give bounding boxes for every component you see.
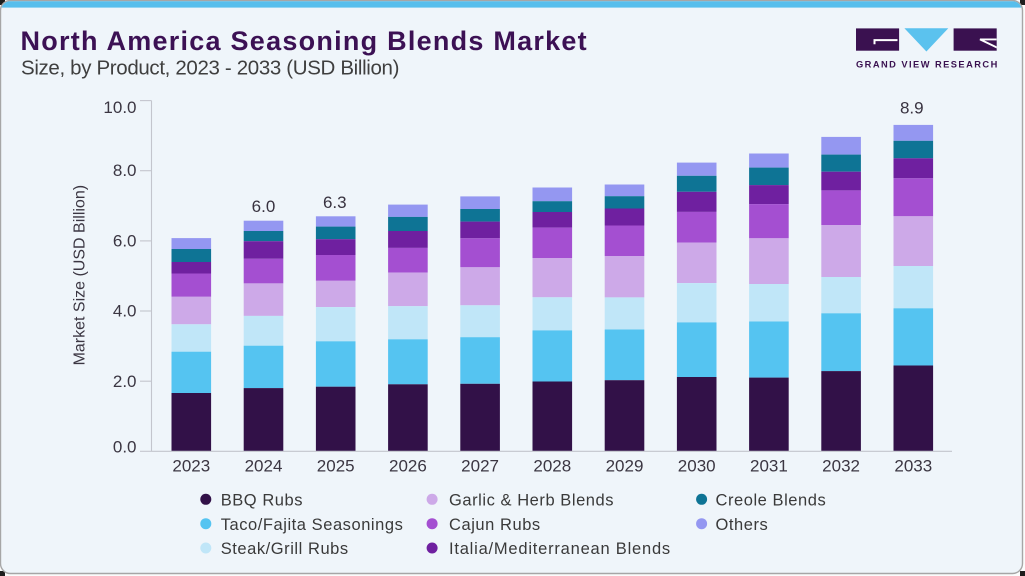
svg-text:2026: 2026: [389, 456, 427, 475]
svg-text:2024: 2024: [245, 456, 283, 475]
svg-text:2033: 2033: [894, 456, 932, 475]
svg-text:Size, by Product, 2023 - 2033: Size, by Product, 2023 - 2033 (USD Billi…: [21, 57, 399, 80]
svg-text:2028: 2028: [533, 456, 571, 475]
svg-text:2031: 2031: [750, 456, 788, 475]
svg-text:Market Size (USD Billion): Market Size (USD Billion): [72, 185, 89, 365]
svg-text:2.0: 2.0: [113, 372, 137, 391]
svg-text:2029: 2029: [606, 456, 644, 475]
svg-text:2027: 2027: [461, 456, 499, 475]
svg-text:GRAND VIEW RESEARCH: GRAND VIEW RESEARCH: [856, 59, 999, 69]
svg-text:Cajun Rubs: Cajun Rubs: [449, 516, 541, 534]
svg-text:Others: Others: [716, 516, 769, 534]
svg-text:6.0: 6.0: [252, 197, 276, 216]
svg-text:Creole Blends: Creole Blends: [716, 491, 827, 509]
svg-text:2025: 2025: [317, 456, 355, 475]
svg-text:Garlic & Herb Blends: Garlic & Herb Blends: [449, 491, 614, 509]
svg-text:6.0: 6.0: [113, 231, 137, 250]
svg-text:Steak/Grill Rubs: Steak/Grill Rubs: [221, 540, 349, 558]
svg-text:BBQ Rubs: BBQ Rubs: [221, 491, 303, 509]
svg-text:North America Seasoning Blends: North America Seasoning Blends Market: [21, 26, 588, 56]
svg-text:2023: 2023: [172, 456, 210, 475]
svg-text:6.3: 6.3: [323, 193, 347, 212]
svg-text:0.0: 0.0: [113, 437, 137, 456]
svg-text:Italia/Mediterranean Blends: Italia/Mediterranean Blends: [449, 540, 671, 558]
svg-text:4.0: 4.0: [113, 302, 137, 321]
svg-text:8.0: 8.0: [113, 161, 137, 180]
svg-text:Taco/Fajita Seasonings: Taco/Fajita Seasonings: [221, 516, 404, 534]
svg-text:8.9: 8.9: [900, 99, 924, 118]
svg-text:2032: 2032: [822, 456, 860, 475]
svg-text:2030: 2030: [678, 456, 716, 475]
svg-text:10.0: 10.0: [103, 98, 136, 117]
